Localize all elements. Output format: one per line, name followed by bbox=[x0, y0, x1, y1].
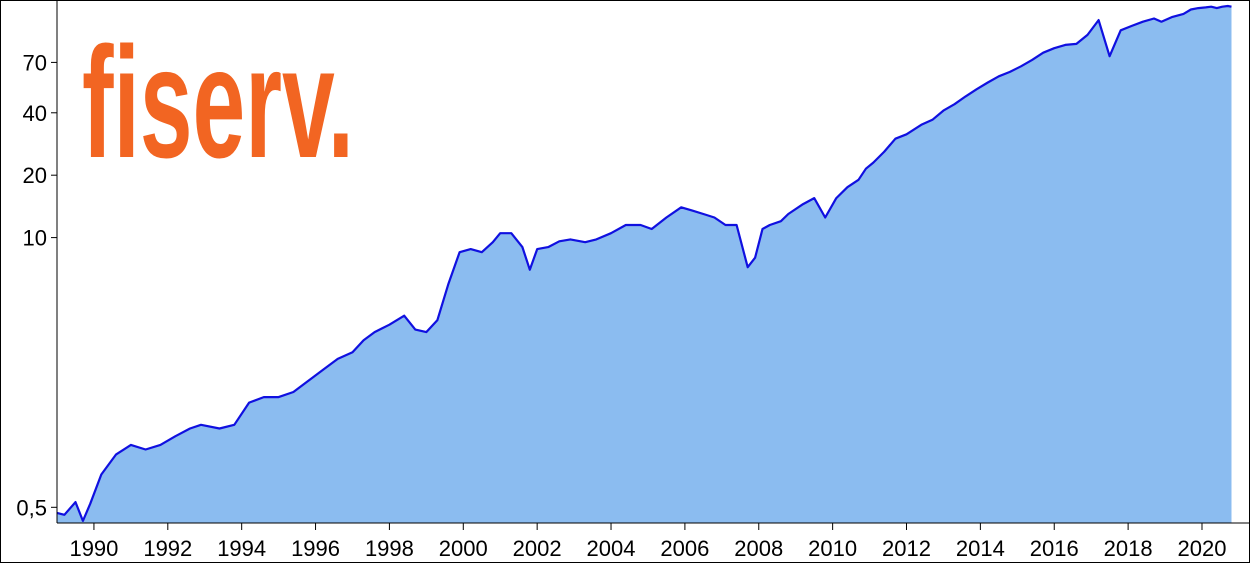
x-tick-label: 2020 bbox=[1178, 536, 1227, 561]
x-tick-label: 1990 bbox=[69, 536, 118, 561]
y-tick-label: 0,5 bbox=[16, 495, 47, 520]
y-tick-label: 20 bbox=[23, 163, 47, 188]
y-tick-label: 10 bbox=[23, 226, 47, 251]
y-axis: 0,5 10 20 40 70 bbox=[16, 0, 58, 523]
x-tick-label: 2006 bbox=[660, 536, 709, 561]
x-tick-label: 2002 bbox=[513, 536, 562, 561]
x-tick-label: 2014 bbox=[956, 536, 1005, 561]
x-tick-label: 1996 bbox=[291, 536, 340, 561]
x-tick-label: 1998 bbox=[365, 536, 414, 561]
y-tick-label: 40 bbox=[23, 101, 47, 126]
y-tick-label: 70 bbox=[23, 50, 47, 75]
x-tick-label: 2008 bbox=[734, 536, 783, 561]
x-tick-label: 2010 bbox=[808, 536, 857, 561]
fiserv-logo: fiserv. bbox=[82, 15, 354, 191]
x-tick-label: 2018 bbox=[1104, 536, 1153, 561]
x-tick-label: 2016 bbox=[1030, 536, 1079, 561]
x-tick-label: 2000 bbox=[439, 536, 488, 561]
price-area-fill bbox=[57, 6, 1232, 523]
x-tick-label: 1992 bbox=[143, 536, 192, 561]
price-series-line bbox=[56, 4, 1232, 523]
x-axis: 1990 1992 1994 1996 1998 2000 2002 2004 2006 2008… bbox=[57, 522, 1250, 561]
x-tick-label: 1994 bbox=[217, 536, 266, 561]
x-tick-label: 2012 bbox=[882, 536, 931, 561]
x-tick-label: 2004 bbox=[587, 536, 636, 561]
